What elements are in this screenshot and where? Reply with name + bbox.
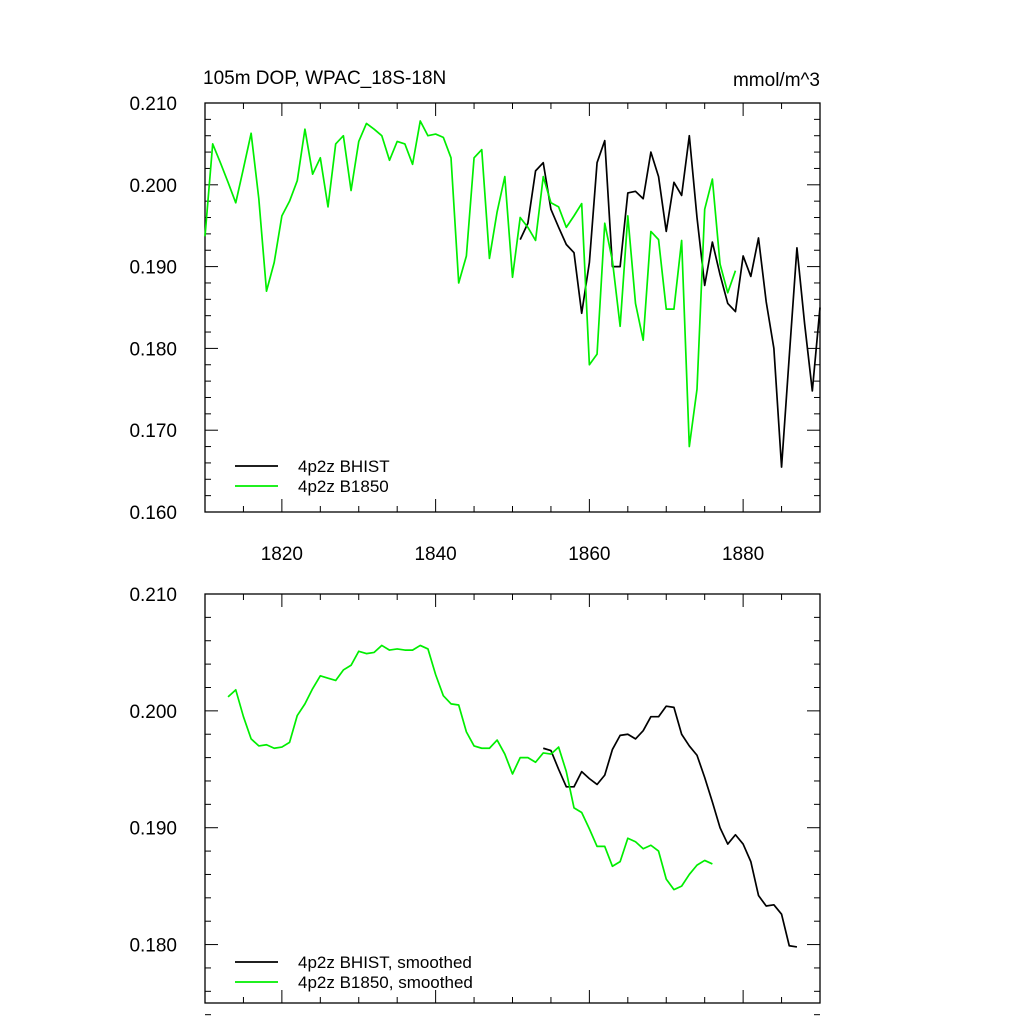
chart0-legend-label-0: 4p2z BHIST: [298, 457, 390, 476]
chart1-y-tick-label: 0.190: [129, 819, 177, 840]
chart1-legend-label-0: 4p2z BHIST, smoothed: [298, 953, 472, 972]
chart1-y-tick-label: 0.180: [129, 936, 177, 957]
chart1-series-line-0: [543, 705, 798, 948]
chart0-y-tick-label: 0.190: [129, 258, 177, 279]
top-panel: 105m DOP, WPAC_18S-18N mmol/m^3 1820 1840…: [129, 68, 821, 565]
chart0-legend-label-1: 4p2z B1850: [298, 477, 389, 496]
chart0-x-tick-label: 1880: [722, 544, 764, 565]
top-chart-title: 105m DOP, WPAC_18S-18N: [203, 68, 446, 89]
chart1-y-tick-label: 0.210: [129, 585, 177, 606]
chart0-x-tick-label: 1860: [568, 544, 610, 565]
chart0-y-tick-label: 0.170: [129, 421, 177, 442]
chart0-y-tick-label: 0.210: [129, 94, 177, 115]
chart1-series-line-1: [227, 644, 713, 891]
chart0-y-tick-label: 0.200: [129, 176, 177, 197]
chart0-x-tick-label: 1820: [261, 544, 303, 565]
chart0-series-line-1: [204, 120, 737, 448]
chart0-x-tick-label: 1840: [414, 544, 456, 565]
chart0-y-tick-label: 0.160: [129, 503, 177, 524]
chart0-series-line-0: [519, 134, 821, 468]
chart0-plot-frame: [204, 102, 821, 513]
bottom-panel: 0.180 0.190 0.200 0.210 4p2z BHIST, smoothed…: [129, 585, 821, 1016]
chart1-y-tick-label: 0.200: [129, 702, 177, 723]
chart0-y-tick-label: 0.180: [129, 339, 177, 360]
top-chart-units: mmol/m^3: [733, 70, 820, 91]
chart1-plot-frame: [204, 593, 821, 1004]
chart1-legend-label-1: 4p2z B1850, smoothed: [298, 973, 473, 992]
